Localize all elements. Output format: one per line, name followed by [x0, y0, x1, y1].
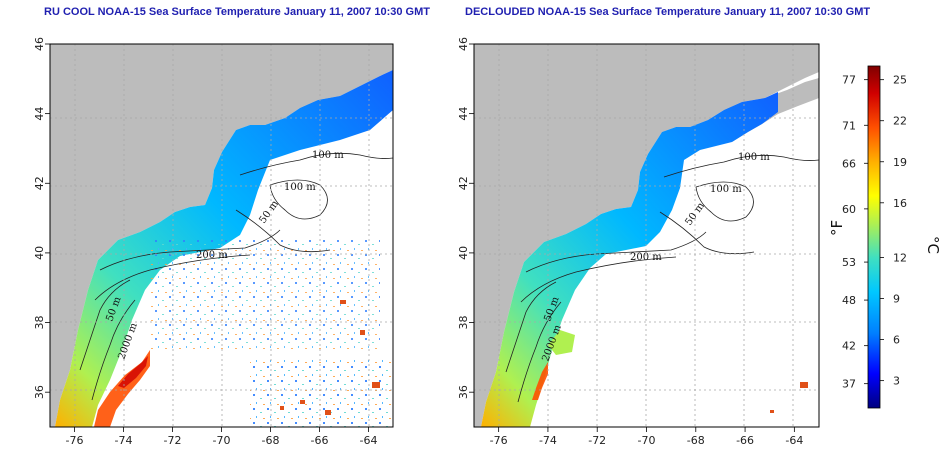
celsius-tick-label: 19 — [893, 156, 907, 169]
fahrenheit-tick-label: 53 — [842, 256, 856, 269]
x-tick-label: -66 — [311, 434, 329, 447]
y-tick-label: 36 — [33, 385, 46, 399]
celsius-tick-label: 22 — [893, 115, 907, 128]
y-tick-label: 40 — [457, 246, 470, 260]
celsius-tick-label: 12 — [893, 252, 907, 265]
x-tick-label: -76 — [66, 434, 84, 447]
fahrenheit-tick-label: 60 — [842, 203, 856, 216]
x-tick-label: -70 — [213, 434, 231, 447]
contour-label-100m: 100 m — [710, 184, 742, 195]
x-tick-label: -72 — [588, 434, 606, 447]
x-tick-label: -76 — [490, 434, 508, 447]
fahrenheit-tick-label: 66 — [842, 157, 856, 170]
lat-lon-grid — [474, 44, 819, 427]
contour-label-100m: 100 m — [284, 182, 316, 193]
fahrenheit-unit-label: °F — [828, 220, 846, 236]
y-tick-label: 42 — [33, 176, 46, 190]
celsius-unit-label: °C — [924, 236, 942, 254]
contour-label-100m: 100 m — [738, 152, 770, 163]
left-map-title: RU COOL NOAA-15 Sea Surface Temperature … — [44, 6, 430, 18]
sst-coastal-band — [55, 70, 393, 427]
right-map-panel: 100 m 100 m 50 m 200 m 50 m 2000 m -76 -7… — [457, 37, 820, 447]
y-tick-label: 46 — [33, 37, 46, 51]
fahrenheit-tick-label: 77 — [842, 74, 856, 87]
fahrenheit-tick-label: 71 — [842, 119, 856, 132]
y-tick-label: 46 — [457, 37, 470, 51]
right-map-title: DECLOUDED NOAA-15 Sea Surface Temperatur… — [465, 6, 871, 18]
x-tick-label: -64 — [360, 434, 378, 447]
y-tick-label: 42 — [457, 176, 470, 190]
x-tick-label: -64 — [785, 434, 803, 447]
bathymetry-contours — [79, 152, 393, 401]
x-tick-label: -68 — [262, 434, 280, 447]
x-tick-label: -70 — [638, 434, 656, 447]
celsius-tick-label: 3 — [893, 375, 900, 388]
y-tick-label: 40 — [33, 246, 46, 260]
contour-label-200m: 200 m — [630, 252, 662, 263]
x-tick-label: -72 — [164, 434, 182, 447]
contour-label-100m: 100 m — [312, 150, 344, 161]
bathymetry-contours — [505, 154, 819, 403]
left-map-axes: -76 -74 -72 -70 -68 -66 -64 36 38 40 42 44 46 — [33, 37, 377, 447]
celsius-tick-label: 6 — [893, 334, 900, 347]
sst-hot-core — [118, 356, 148, 388]
celsius-tick-label: 25 — [893, 74, 907, 87]
y-tick-label: 38 — [33, 316, 46, 330]
land-mass — [474, 44, 819, 427]
celsius-tick-label: 9 — [893, 293, 900, 306]
y-tick-label: 44 — [457, 107, 470, 121]
fahrenheit-tick-label: 42 — [842, 340, 856, 353]
colorbar-gradient — [867, 65, 881, 409]
x-tick-label: -74 — [115, 434, 133, 447]
y-tick-label: 36 — [457, 385, 470, 399]
temperature-colorbar: 77 71 66 60 53 48 42 37 25 22 19 16 12 9 6 3 °F °C — [828, 65, 942, 409]
sst-scattered-pixels-south — [250, 360, 393, 427]
y-tick-label: 38 — [457, 316, 470, 330]
fahrenheit-tick-label: 37 — [842, 378, 856, 391]
y-tick-label: 44 — [33, 107, 46, 121]
x-tick-label: -66 — [736, 434, 754, 447]
right-map-axes: -76 -74 -72 -70 -68 -66 -64 36 38 40 42 44 46 — [457, 37, 803, 447]
left-map-panel: 100 m 100 m 50 m 200 m 50 m 2000 m -76 -7… — [33, 37, 394, 447]
contour-label-200m: 200 m — [196, 250, 228, 261]
x-tick-label: -74 — [539, 434, 557, 447]
x-tick-label: -68 — [687, 434, 705, 447]
colorbar-ticks: 77 71 66 60 53 48 42 37 25 22 19 16 12 9 6 3 — [842, 74, 907, 391]
sst-offshore-patch — [548, 330, 575, 355]
sst-warm-strip — [532, 362, 548, 400]
warm-eddy-pixels — [280, 300, 380, 415]
lat-lon-grid — [50, 44, 393, 427]
sst-scattered-pixels — [150, 240, 380, 350]
land-mass — [50, 44, 393, 427]
celsius-tick-label: 16 — [893, 197, 907, 210]
sst-coastal-band — [481, 92, 778, 427]
warm-eddy-pixels — [770, 382, 808, 413]
fahrenheit-tick-label: 48 — [842, 294, 856, 307]
